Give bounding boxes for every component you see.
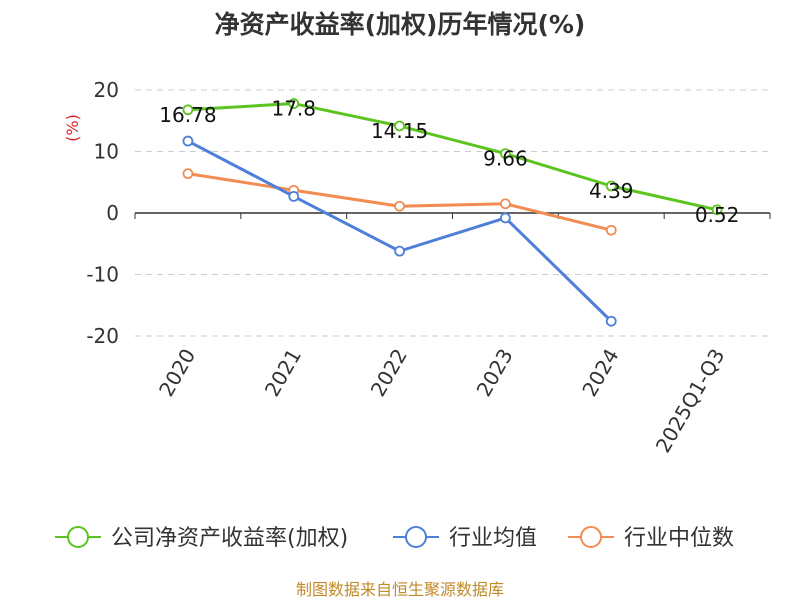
data-point: [394, 245, 405, 257]
y-tick-label: 20: [94, 78, 119, 102]
chart-title: 净资产收益率(加权)历年情况(%): [215, 10, 586, 39]
legend-item[interactable]: 公司净资产收益率(加权): [55, 526, 348, 551]
x-tick-label: 2022: [366, 345, 412, 401]
data-point: [394, 120, 405, 132]
data-point: [182, 104, 194, 116]
x-tick-label: 2021: [260, 345, 306, 401]
y-tick-label: 10: [94, 140, 119, 164]
data-point: [394, 200, 405, 212]
data-label: 14.15: [371, 119, 428, 143]
source-note: 制图数据来自恒生聚源数据库: [296, 580, 504, 599]
y-tick-label: -10: [86, 263, 119, 287]
data-label: 0.52: [695, 203, 740, 227]
data-point: [605, 180, 617, 192]
data-label: 16.78: [159, 103, 216, 127]
y-axis-label: (%): [63, 114, 82, 142]
legend: 公司净资产收益率(加权) 行业均值 行业中位数: [55, 526, 734, 551]
series-line: [187, 102, 718, 212]
x-tick-label: 2023: [472, 345, 518, 401]
data-label: 17.8: [271, 97, 316, 121]
series-layer: [182, 98, 723, 327]
x-tick-label: 2020: [154, 345, 200, 401]
legend-marker: [405, 526, 427, 548]
x-tick-label: 2025Q1-Q3: [651, 345, 730, 457]
legend-label: 公司净资产收益率(加权): [111, 526, 348, 551]
legend-label: 行业中位数: [624, 526, 734, 551]
legend-item[interactable]: 行业中位数: [568, 526, 734, 551]
y-tick-label: -20: [86, 324, 119, 348]
legend-marker: [580, 526, 602, 548]
legend-marker: [67, 526, 89, 548]
x-tick-label: 2024: [577, 345, 623, 401]
data-label: 4.39: [589, 179, 634, 203]
data-label: 9.66: [483, 147, 528, 171]
data-point: [288, 98, 300, 109]
data-label-layer: 16.78 17.8 14.15 9.66 4.39 0.52: [159, 97, 739, 227]
data-point: [182, 168, 194, 180]
legend-label: 行业均值: [449, 526, 537, 551]
data-point: [711, 204, 723, 216]
legend-item[interactable]: 行业均值: [393, 526, 537, 551]
data-point: [500, 198, 511, 210]
data-point: [182, 135, 194, 147]
data-point: [500, 212, 511, 224]
data-point: [605, 224, 617, 236]
data-point: [288, 190, 300, 202]
data-point: [605, 315, 617, 327]
y-tick-label: 0: [106, 201, 119, 225]
data-point: [500, 148, 511, 159]
